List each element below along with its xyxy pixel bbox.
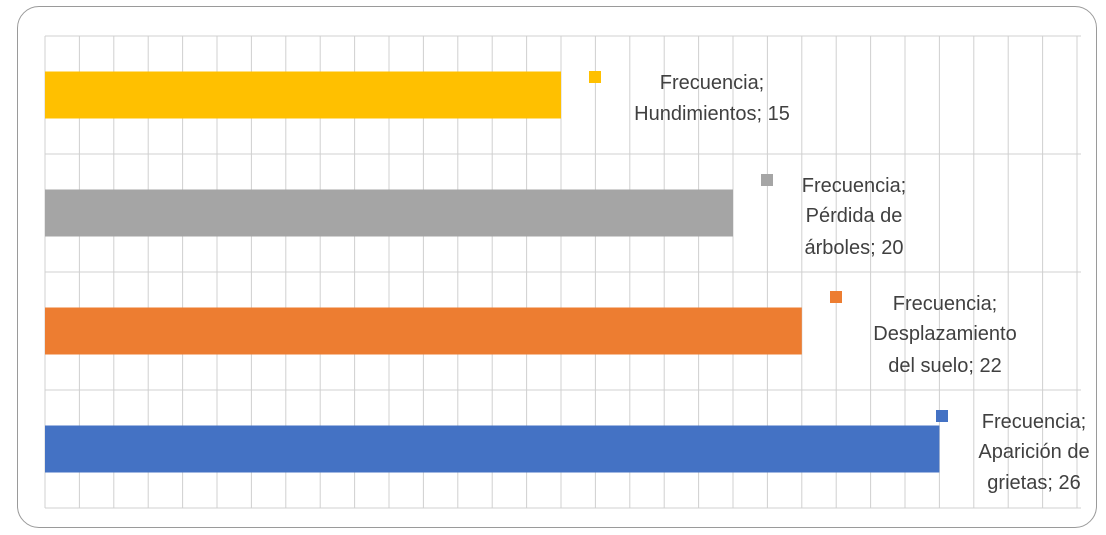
data-label-perdida-de-arboles: Frecuencia; <box>802 175 907 197</box>
data-label-perdida-de-arboles: Pérdida de <box>806 205 903 227</box>
bar-hundimientos <box>45 71 561 119</box>
data-label-hundimientos: Hundimientos; 15 <box>634 103 790 125</box>
data-label-aparicion-de-grietas: Aparición de <box>978 441 1089 463</box>
data-label-aparicion-de-grietas: grietas; 26 <box>987 472 1080 494</box>
data-label-perdida-de-arboles: árboles; 20 <box>805 237 904 259</box>
bar-desplazamiento-del-suelo <box>45 307 802 355</box>
data-label-desplazamiento-del-suelo: Frecuencia; <box>893 293 998 315</box>
data-label-hundimientos: Frecuencia; <box>660 72 765 94</box>
legend-key-aparicion-de-grietas <box>936 410 948 422</box>
legend-key-hundimientos <box>589 71 601 83</box>
bar-perdida-de-arboles <box>45 189 733 237</box>
bar-aparicion-de-grietas <box>45 425 940 473</box>
data-label-desplazamiento-del-suelo: Desplazamiento <box>873 323 1016 345</box>
legend-key-desplazamiento-del-suelo <box>830 291 842 303</box>
legend-key-perdida-de-arboles <box>761 174 773 186</box>
data-label-aparicion-de-grietas: Frecuencia; <box>982 411 1087 433</box>
data-label-desplazamiento-del-suelo: del suelo; 22 <box>888 355 1001 377</box>
